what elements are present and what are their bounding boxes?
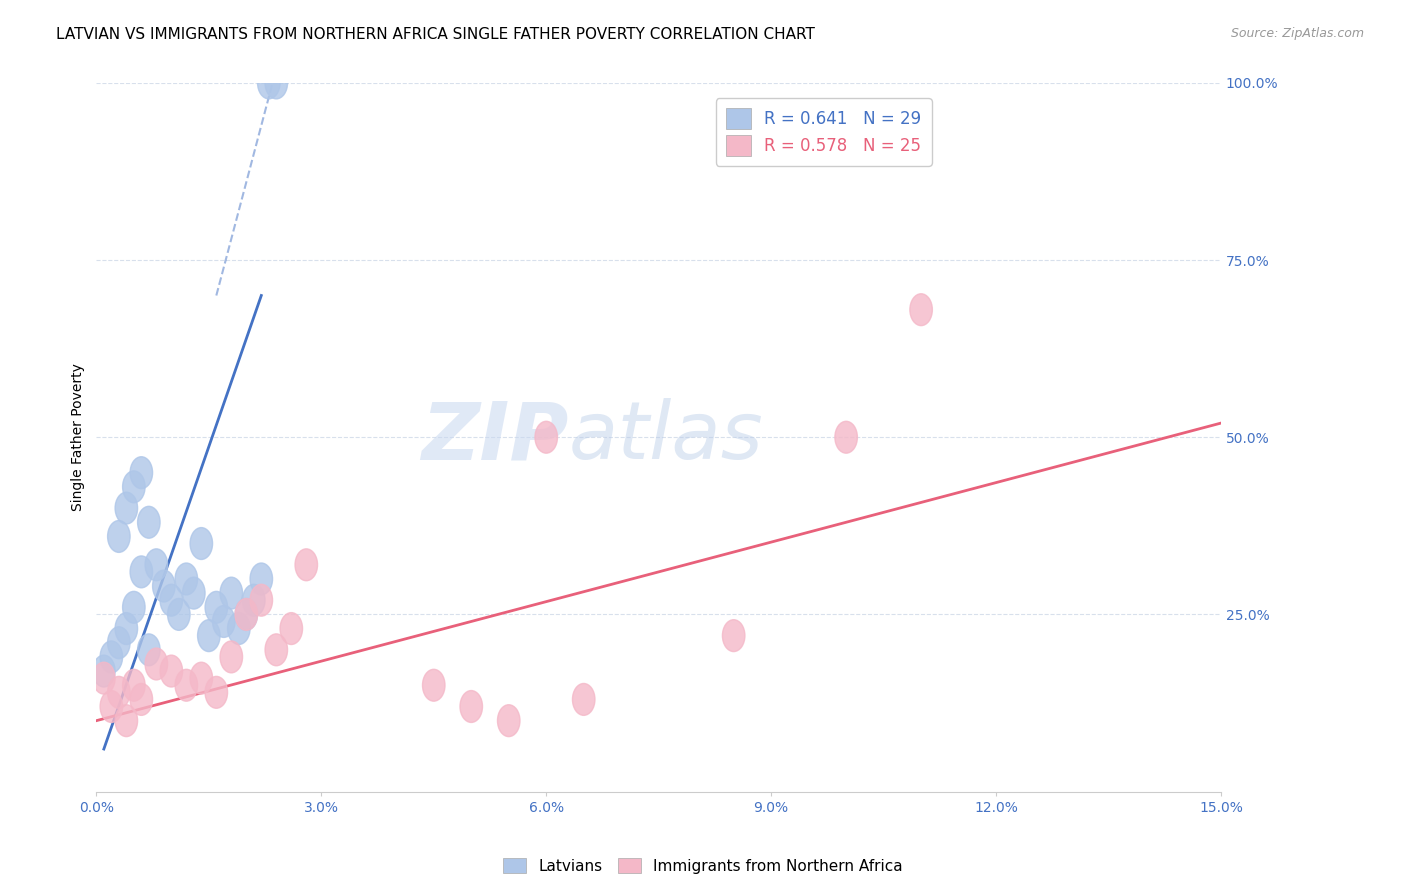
Ellipse shape: [122, 591, 145, 624]
Ellipse shape: [131, 683, 153, 715]
Ellipse shape: [115, 705, 138, 737]
Ellipse shape: [235, 599, 257, 631]
Ellipse shape: [221, 641, 243, 673]
Ellipse shape: [250, 584, 273, 616]
Ellipse shape: [176, 563, 198, 595]
Ellipse shape: [190, 527, 212, 559]
Ellipse shape: [138, 507, 160, 538]
Legend: R = 0.641   N = 29, R = 0.578   N = 25: R = 0.641 N = 29, R = 0.578 N = 25: [716, 98, 932, 166]
Ellipse shape: [190, 662, 212, 694]
Ellipse shape: [108, 521, 131, 552]
Ellipse shape: [183, 577, 205, 609]
Text: Source: ZipAtlas.com: Source: ZipAtlas.com: [1230, 27, 1364, 40]
Text: atlas: atlas: [568, 398, 763, 476]
Ellipse shape: [221, 577, 243, 609]
Ellipse shape: [122, 669, 145, 701]
Ellipse shape: [153, 570, 176, 602]
Ellipse shape: [138, 634, 160, 665]
Ellipse shape: [115, 613, 138, 645]
Ellipse shape: [205, 591, 228, 624]
Ellipse shape: [228, 613, 250, 645]
Ellipse shape: [145, 549, 167, 581]
Ellipse shape: [257, 67, 280, 99]
Ellipse shape: [460, 690, 482, 723]
Ellipse shape: [93, 655, 115, 687]
Ellipse shape: [198, 620, 221, 651]
Ellipse shape: [250, 563, 273, 595]
Text: LATVIAN VS IMMIGRANTS FROM NORTHERN AFRICA SINGLE FATHER POVERTY CORRELATION CHA: LATVIAN VS IMMIGRANTS FROM NORTHERN AFRI…: [56, 27, 815, 42]
Ellipse shape: [176, 669, 198, 701]
Ellipse shape: [723, 620, 745, 651]
Ellipse shape: [108, 676, 131, 708]
Ellipse shape: [910, 293, 932, 326]
Ellipse shape: [167, 599, 190, 631]
Ellipse shape: [235, 599, 257, 631]
Ellipse shape: [145, 648, 167, 680]
Ellipse shape: [122, 471, 145, 503]
Ellipse shape: [205, 676, 228, 708]
Ellipse shape: [572, 683, 595, 715]
Ellipse shape: [534, 421, 557, 453]
Ellipse shape: [160, 655, 183, 687]
Legend: Latvians, Immigrants from Northern Africa: Latvians, Immigrants from Northern Afric…: [498, 852, 908, 880]
Ellipse shape: [280, 613, 302, 645]
Ellipse shape: [93, 662, 115, 694]
Ellipse shape: [498, 705, 520, 737]
Ellipse shape: [131, 457, 153, 489]
Ellipse shape: [115, 492, 138, 524]
Y-axis label: Single Father Poverty: Single Father Poverty: [72, 363, 86, 511]
Ellipse shape: [835, 421, 858, 453]
Ellipse shape: [212, 606, 235, 638]
Ellipse shape: [243, 584, 266, 616]
Ellipse shape: [100, 641, 122, 673]
Ellipse shape: [423, 669, 446, 701]
Ellipse shape: [131, 556, 153, 588]
Ellipse shape: [266, 67, 288, 99]
Ellipse shape: [266, 634, 288, 665]
Ellipse shape: [108, 627, 131, 658]
Text: ZIP: ZIP: [422, 398, 568, 476]
Ellipse shape: [295, 549, 318, 581]
Ellipse shape: [160, 584, 183, 616]
Ellipse shape: [100, 690, 122, 723]
